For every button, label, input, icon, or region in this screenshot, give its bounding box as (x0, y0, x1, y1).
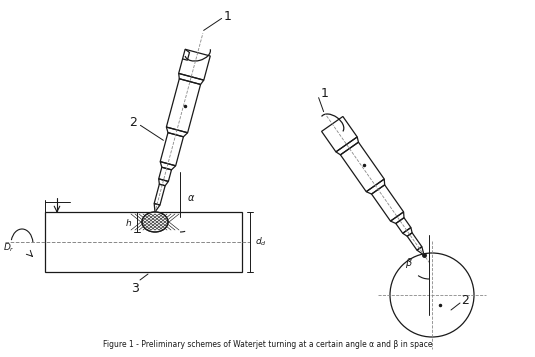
Text: $\alpha$: $\alpha$ (187, 193, 195, 203)
Text: $d_d$: $d_d$ (255, 236, 267, 248)
Text: Figure 1 - Preliminary schemes of Waterjet turning at a certain angle α and β in: Figure 1 - Preliminary schemes of Waterj… (103, 340, 432, 349)
Text: 3: 3 (131, 282, 139, 295)
Text: 1: 1 (320, 87, 328, 100)
Bar (45, 212, 242, 272)
Ellipse shape (142, 212, 168, 232)
Text: $D_r$: $D_r$ (3, 242, 15, 254)
Text: 2: 2 (461, 293, 469, 307)
Text: $h$: $h$ (125, 216, 132, 227)
Text: 1: 1 (224, 10, 232, 23)
Text: 2: 2 (129, 116, 137, 129)
Text: $\beta$: $\beta$ (405, 256, 413, 270)
